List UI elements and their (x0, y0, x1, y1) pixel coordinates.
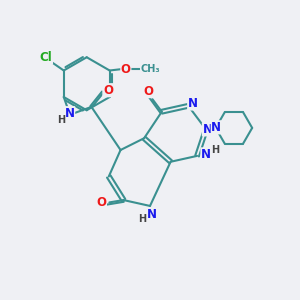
Text: N: N (211, 121, 221, 134)
Text: Cl: Cl (40, 51, 52, 64)
Text: H: H (211, 145, 219, 155)
Text: N: N (188, 97, 198, 110)
Text: O: O (121, 62, 131, 76)
Text: N: N (64, 107, 75, 120)
Text: O: O (96, 196, 106, 209)
Text: H: H (139, 214, 147, 224)
Text: H: H (57, 115, 65, 125)
Text: N: N (201, 148, 211, 161)
Text: O: O (103, 84, 113, 97)
Text: CH₃: CH₃ (140, 64, 160, 74)
Text: N: N (202, 123, 212, 136)
Text: N: N (146, 208, 157, 221)
Text: O: O (143, 85, 154, 98)
